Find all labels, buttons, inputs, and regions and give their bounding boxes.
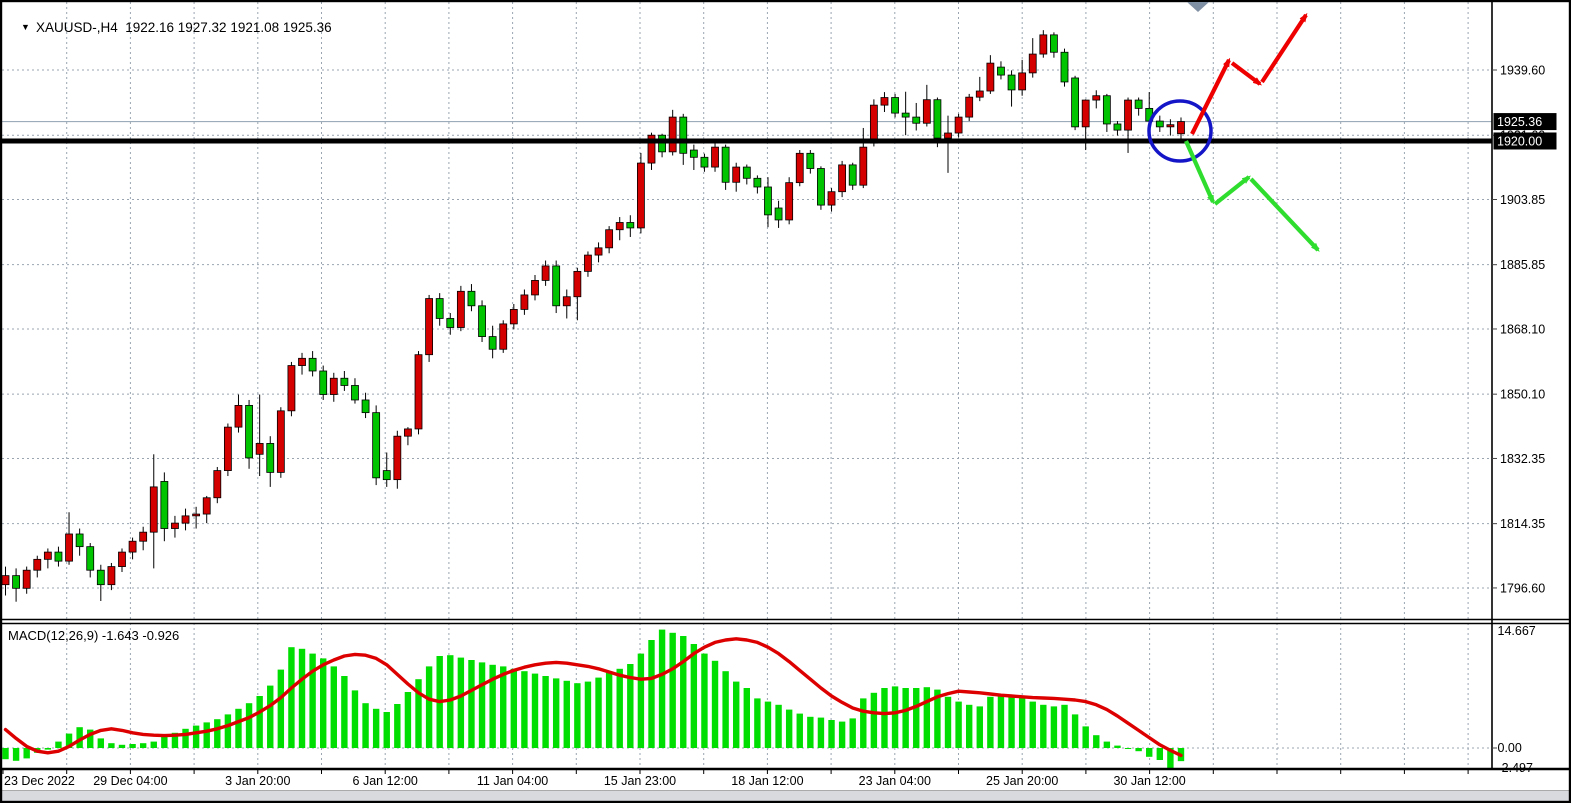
- bottom-strip: [2, 790, 1569, 801]
- time-axis-label: 23 Dec 2022: [4, 774, 75, 788]
- time-axis-label: 30 Jan 12:00: [1113, 774, 1185, 788]
- green-down-scenario-arrow[interactable]: [1213, 175, 1251, 206]
- price-axis-label: 1814.35: [1500, 517, 1545, 531]
- green-down-scenario-arrow[interactable]: [1249, 177, 1320, 252]
- time-axis-label: 18 Jan 12:00: [731, 774, 803, 788]
- time-axis-label: 25 Jan 20:00: [986, 774, 1058, 788]
- price-axis: 1921.601939.601903.851885.851868.101850.…: [1492, 64, 1557, 595]
- price-axis-label: 1868.10: [1500, 322, 1545, 336]
- time-axis-label: 29 Dec 04:00: [93, 774, 167, 788]
- red-up-scenario-arrow[interactable]: [1190, 57, 1231, 135]
- bid-price-badge: 1925.36: [1497, 115, 1542, 129]
- price-axis-label: 1939.60: [1500, 64, 1545, 78]
- hline-price-badge: 1920.00: [1497, 134, 1542, 148]
- blue-circle-annotation[interactable]: [1147, 99, 1213, 163]
- hline-price-badge-bg: [1493, 132, 1557, 150]
- price-axis-label: 1796.60: [1500, 581, 1545, 595]
- red-up-scenario-arrow[interactable]: [1230, 61, 1262, 86]
- macd-histogram: [2, 629, 1185, 768]
- time-axis-label: 23 Jan 04:00: [859, 774, 931, 788]
- chart-shift-marker-icon[interactable]: [1187, 2, 1209, 12]
- macd-axis-min: -2.497: [1498, 761, 1533, 775]
- time-axis-label: 6 Jan 12:00: [353, 774, 418, 788]
- red-up-scenario-arrow[interactable]: [1260, 12, 1308, 84]
- macd-axis-zero: 0.00: [1498, 741, 1522, 755]
- macd-axis: 14.667 0.00 -2.497: [1492, 624, 1536, 775]
- time-axis-label: 3 Jan 20:00: [225, 774, 290, 788]
- time-axis-label: 15 Jan 23:00: [604, 774, 676, 788]
- price-axis-label: 1850.10: [1500, 388, 1545, 402]
- macd-axis-max: 14.667: [1498, 624, 1536, 638]
- price-axis-label: 1885.85: [1500, 258, 1545, 272]
- price-axis-label: 1903.85: [1500, 193, 1545, 207]
- candles: [1, 30, 1185, 602]
- annotations[interactable]: [1147, 2, 1320, 252]
- macd-signal-line: [3, 637, 1183, 758]
- bid-price-badge-bg: [1493, 113, 1557, 131]
- price-axis-label: 1832.35: [1500, 452, 1545, 466]
- green-down-scenario-arrow[interactable]: [1184, 140, 1215, 205]
- time-axis-label: 11 Jan 04:00: [477, 774, 548, 788]
- time-axis: 23 Dec 2022 29 Dec 04:00 3 Jan 20:00 6 Jan …: [2, 769, 1469, 788]
